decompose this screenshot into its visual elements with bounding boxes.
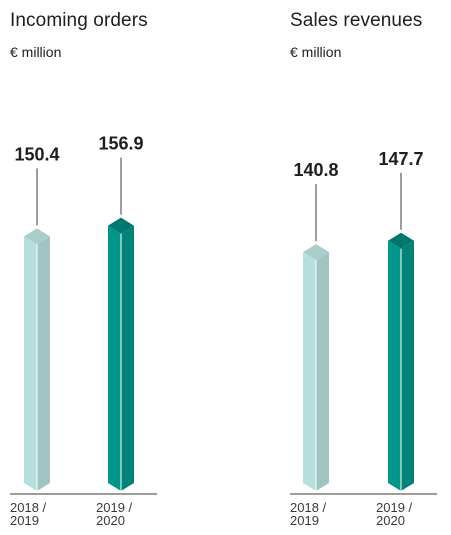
data-label: 150.4 bbox=[14, 144, 59, 164]
bar-top-cap bbox=[303, 244, 329, 261]
bar-top-cap bbox=[108, 217, 134, 234]
bar-side-face bbox=[37, 236, 50, 491]
chart-title: Incoming orders bbox=[10, 10, 148, 31]
data-label: 156.9 bbox=[98, 134, 143, 154]
incoming-orders-panel: Incoming orders € million bbox=[10, 0, 210, 535]
bar-top-cap bbox=[24, 228, 50, 245]
bar bbox=[108, 225, 121, 491]
tick-label: 2019 /2020 bbox=[376, 500, 413, 528]
bar bbox=[388, 240, 401, 491]
tick-label: 2018 /2019 bbox=[10, 500, 47, 528]
bar-top-cap bbox=[388, 232, 414, 249]
sales-revenues-panel: Sales revenues € million bbox=[290, 0, 451, 535]
bar-side-face bbox=[401, 240, 414, 491]
chart-subtitle: € million bbox=[10, 44, 62, 60]
tick-label: 2019 /2020 bbox=[96, 500, 133, 528]
chart-title: Sales revenues bbox=[290, 10, 423, 31]
chart-subtitle: € million bbox=[290, 44, 342, 60]
bar bbox=[24, 236, 37, 491]
data-label: 147.7 bbox=[378, 149, 423, 169]
bar-side-face bbox=[121, 225, 134, 491]
bar-side-face bbox=[316, 252, 329, 491]
tick-label: 2018 /2019 bbox=[290, 500, 327, 528]
bar bbox=[303, 252, 316, 491]
data-label: 140.8 bbox=[293, 160, 338, 180]
